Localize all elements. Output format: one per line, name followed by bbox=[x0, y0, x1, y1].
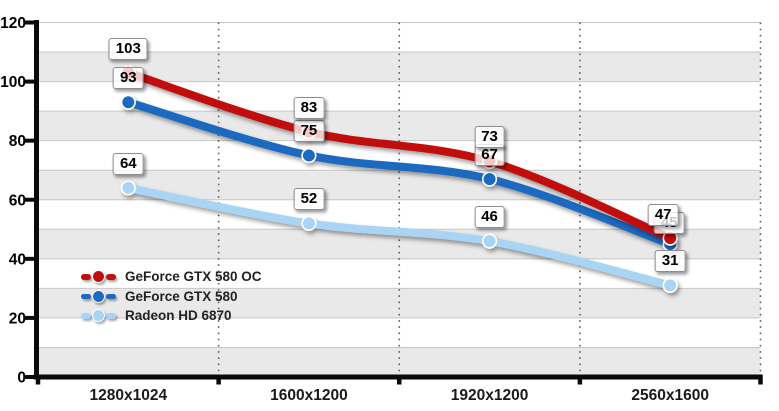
y-axis-tick-label: 40 bbox=[9, 251, 26, 268]
data-point bbox=[301, 124, 317, 140]
x-axis-category-label: 1280x1024 bbox=[90, 387, 168, 404]
axes bbox=[24, 20, 763, 385]
series-line-2 bbox=[120, 94, 678, 252]
data-point bbox=[662, 277, 678, 294]
data-point bbox=[120, 94, 136, 110]
legend-item-gtx580oc: GeForce GTX 580 OC bbox=[81, 267, 262, 287]
legend-dash-icon bbox=[106, 274, 116, 280]
data-point bbox=[662, 230, 678, 246]
x-axis-category-label: 2560x1600 bbox=[631, 387, 709, 404]
data-point bbox=[120, 180, 136, 196]
series-line-3 bbox=[120, 180, 678, 294]
legend-dot-icon bbox=[92, 289, 105, 303]
data-point bbox=[301, 215, 317, 231]
y-axis-tick-label: 120 bbox=[0, 15, 26, 32]
legend-line-marker-icon bbox=[81, 270, 120, 284]
legend-item-hd6870: Radeon HD 6870 bbox=[81, 306, 262, 326]
data-point bbox=[481, 233, 498, 249]
stripe-band bbox=[38, 288, 761, 318]
legend-dash-icon bbox=[106, 313, 116, 319]
legend-label: GeForce GTX 580 OC bbox=[125, 269, 262, 285]
y-axis-tick-label: 0 bbox=[17, 370, 26, 387]
data-point bbox=[481, 171, 498, 187]
legend-label: Radeon HD 6870 bbox=[125, 308, 232, 324]
legend-label: GeForce GTX 580 bbox=[125, 288, 238, 304]
legend: GeForce GTX 580 OC GeForce GTX 580 Radeo… bbox=[81, 267, 262, 326]
legend-dot-icon bbox=[92, 270, 105, 284]
y-axis-tick-label: 60 bbox=[9, 192, 26, 209]
legend-line-marker-icon bbox=[81, 289, 120, 303]
y-axis-tick-label: 100 bbox=[0, 74, 26, 91]
data-point bbox=[120, 65, 136, 81]
x-axis-category-label: 1920x1200 bbox=[451, 387, 529, 404]
y-axis-tick-label: 20 bbox=[9, 310, 26, 327]
legend-dash-icon bbox=[81, 293, 91, 299]
data-point bbox=[481, 153, 498, 169]
legend-dash-icon bbox=[81, 274, 91, 280]
legend-line-marker-icon bbox=[81, 309, 120, 323]
legend-dash-icon bbox=[81, 313, 91, 319]
legend-item-gtx580: GeForce GTX 580 bbox=[81, 287, 262, 307]
y-axis-tick-label: 80 bbox=[9, 133, 26, 150]
legend-dash-icon bbox=[106, 293, 116, 299]
x-axis-category-label: 1600x1200 bbox=[270, 387, 348, 404]
data-point bbox=[301, 147, 317, 164]
legend-dot-icon bbox=[92, 309, 105, 323]
